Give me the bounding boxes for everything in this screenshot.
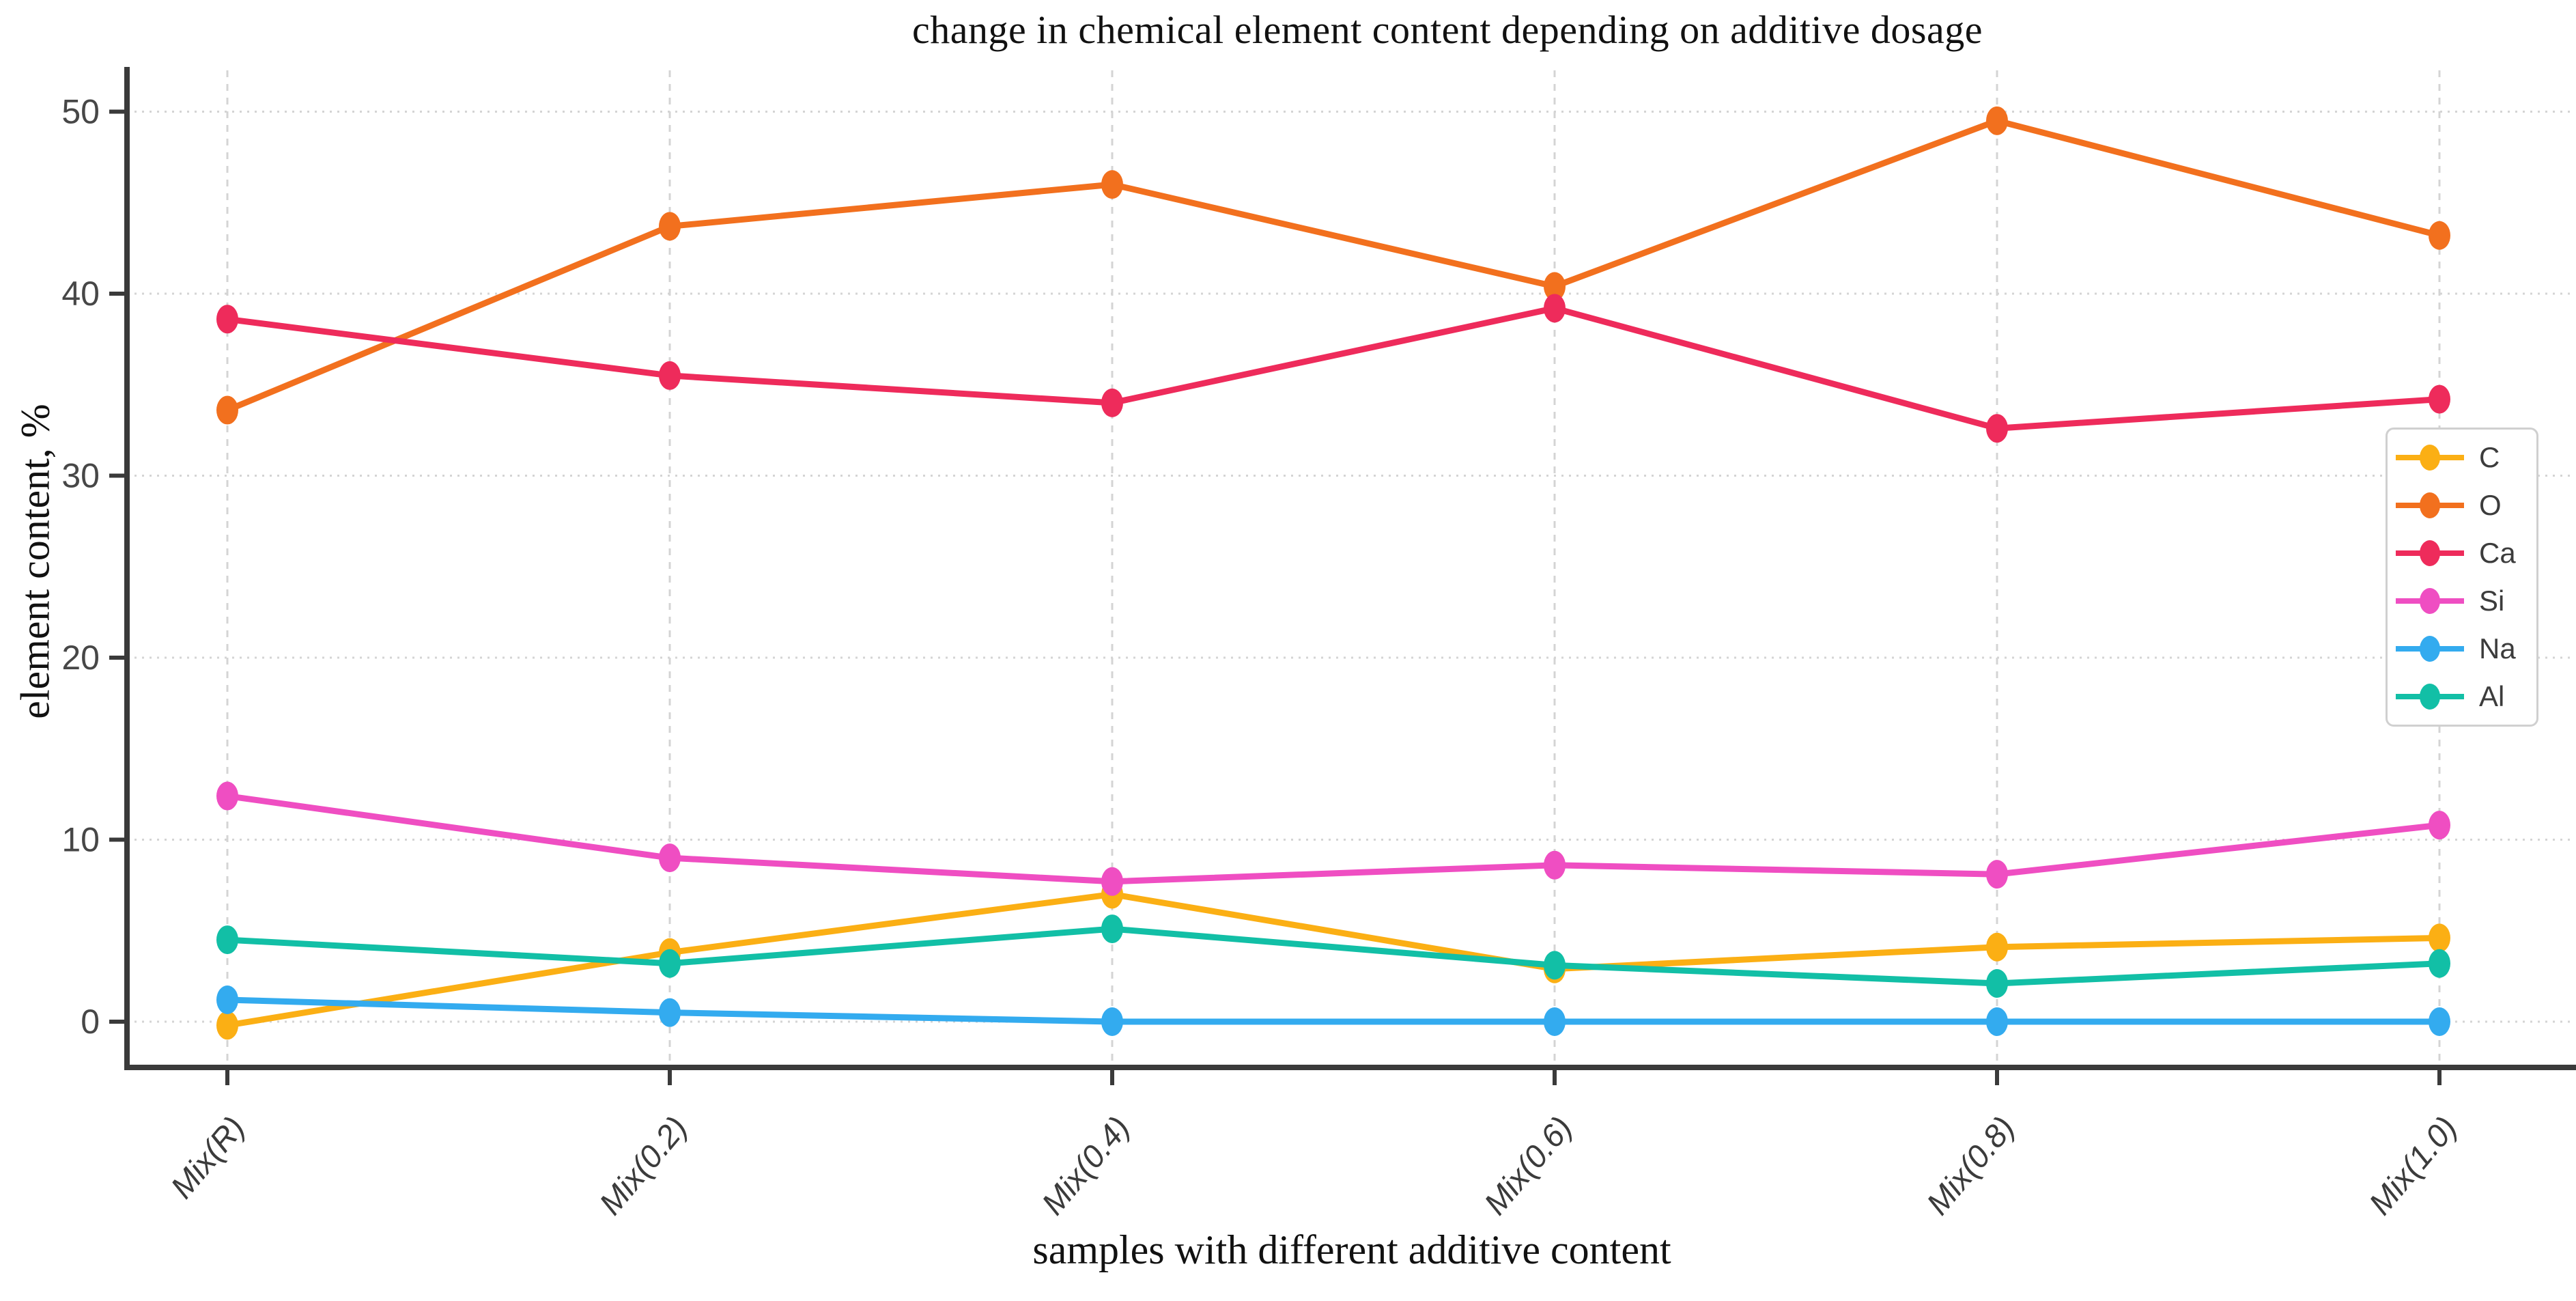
data-point-Na-Mix(0.8) [1986, 1007, 2008, 1036]
x-tick-label: Mix(0.4) [1034, 1109, 1137, 1221]
legend-item-C: C [2392, 436, 2536, 479]
legend-item-Al: Al [2392, 675, 2536, 718]
data-point-O-Mix(1.0) [2429, 221, 2450, 250]
data-point-Ca-Mix(1.0) [2429, 384, 2450, 414]
legend-marker-icon [2396, 492, 2464, 518]
x-tick-label: Mix(0.2) [592, 1109, 694, 1221]
y-tick-label: 40 [61, 275, 100, 313]
data-point-O-Mix(0.4) [1101, 170, 1123, 199]
legend-marker-icon [2396, 636, 2464, 662]
y-tick-label: 0 [81, 1003, 100, 1041]
data-point-C-Mix(1.0) [2429, 923, 2450, 953]
legend-item-Si: Si [2392, 580, 2536, 622]
data-point-Al-Mix(0.6) [1544, 951, 1566, 980]
series-line-Na [224, 996, 2443, 1025]
data-point-Si-Mix(R) [216, 781, 238, 811]
data-point-Al-Mix(R) [216, 925, 238, 955]
x-tick-label: Mix(0.8) [1919, 1109, 2022, 1221]
data-point-Na-Mix(R) [216, 985, 238, 1015]
data-point-Ca-Mix(0.2) [659, 361, 681, 390]
data-point-Al-Mix(0.2) [659, 949, 681, 978]
y-tick-label: 50 [61, 93, 100, 131]
legend-marker-icon [2396, 684, 2464, 710]
legend-marker-icon [2396, 540, 2464, 566]
legend-marker-icon [2396, 588, 2464, 614]
data-point-Si-Mix(0.6) [1544, 850, 1566, 880]
legend-label: Si [2479, 585, 2505, 617]
legend-marker-icon [2396, 445, 2464, 471]
y-axis-title: element content, % [12, 404, 58, 719]
series-line-Ca [224, 305, 2443, 432]
series-line-O [224, 117, 2443, 414]
y-tick-label: 20 [61, 639, 100, 677]
legend-item-O: O [2392, 484, 2536, 527]
data-point-Na-Mix(1.0) [2429, 1007, 2450, 1036]
legend-label: Ca [2479, 537, 2516, 569]
data-point-Si-Mix(0.4) [1101, 867, 1123, 896]
legend-label: O [2479, 489, 2502, 521]
data-point-O-Mix(0.6) [1544, 272, 1566, 301]
x-tick-label: Mix(1.0) [2362, 1109, 2464, 1221]
data-point-Ca-Mix(0.8) [1986, 414, 2008, 443]
data-point-O-Mix(0.2) [659, 212, 681, 241]
series-line-Si [224, 793, 2443, 885]
x-tick-label: Mix(R) [163, 1109, 252, 1205]
x-tick-label: Mix(0.6) [1477, 1109, 1579, 1221]
legend: C O Ca Si Na Al [2386, 428, 2538, 727]
data-point-O-Mix(R) [216, 395, 238, 425]
data-point-Al-Mix(1.0) [2429, 949, 2450, 978]
legend-label: Al [2479, 680, 2505, 712]
data-point-Ca-Mix(R) [216, 305, 238, 334]
legend-label: C [2479, 441, 2500, 473]
data-point-Si-Mix(0.2) [659, 843, 681, 873]
legend-label: Na [2479, 632, 2516, 665]
data-point-Na-Mix(0.2) [659, 998, 681, 1027]
legend-item-Ca: Ca [2392, 532, 2536, 574]
chart-title: change in chemical element content depen… [912, 8, 1983, 52]
data-point-Na-Mix(0.4) [1101, 1007, 1123, 1036]
data-point-C-Mix(R) [216, 1011, 238, 1040]
x-axis-title: samples with different additive content [1032, 1227, 1671, 1272]
data-point-Al-Mix(0.8) [1986, 969, 2008, 998]
legend-item-Na: Na [2392, 628, 2536, 670]
data-point-Al-Mix(0.4) [1101, 914, 1123, 944]
series-line-C [224, 891, 2443, 1029]
y-tick-label: 10 [61, 821, 100, 859]
data-point-O-Mix(0.8) [1986, 106, 2008, 135]
data-point-Si-Mix(1.0) [2429, 811, 2450, 840]
series-line-Al [224, 925, 2443, 987]
data-point-Ca-Mix(0.4) [1101, 388, 1123, 417]
data-point-Na-Mix(0.6) [1544, 1007, 1566, 1036]
data-point-C-Mix(0.8) [1986, 932, 2008, 962]
data-point-Si-Mix(0.8) [1986, 860, 2008, 889]
data-point-Ca-Mix(0.6) [1544, 294, 1566, 323]
y-tick-label: 30 [61, 457, 100, 495]
